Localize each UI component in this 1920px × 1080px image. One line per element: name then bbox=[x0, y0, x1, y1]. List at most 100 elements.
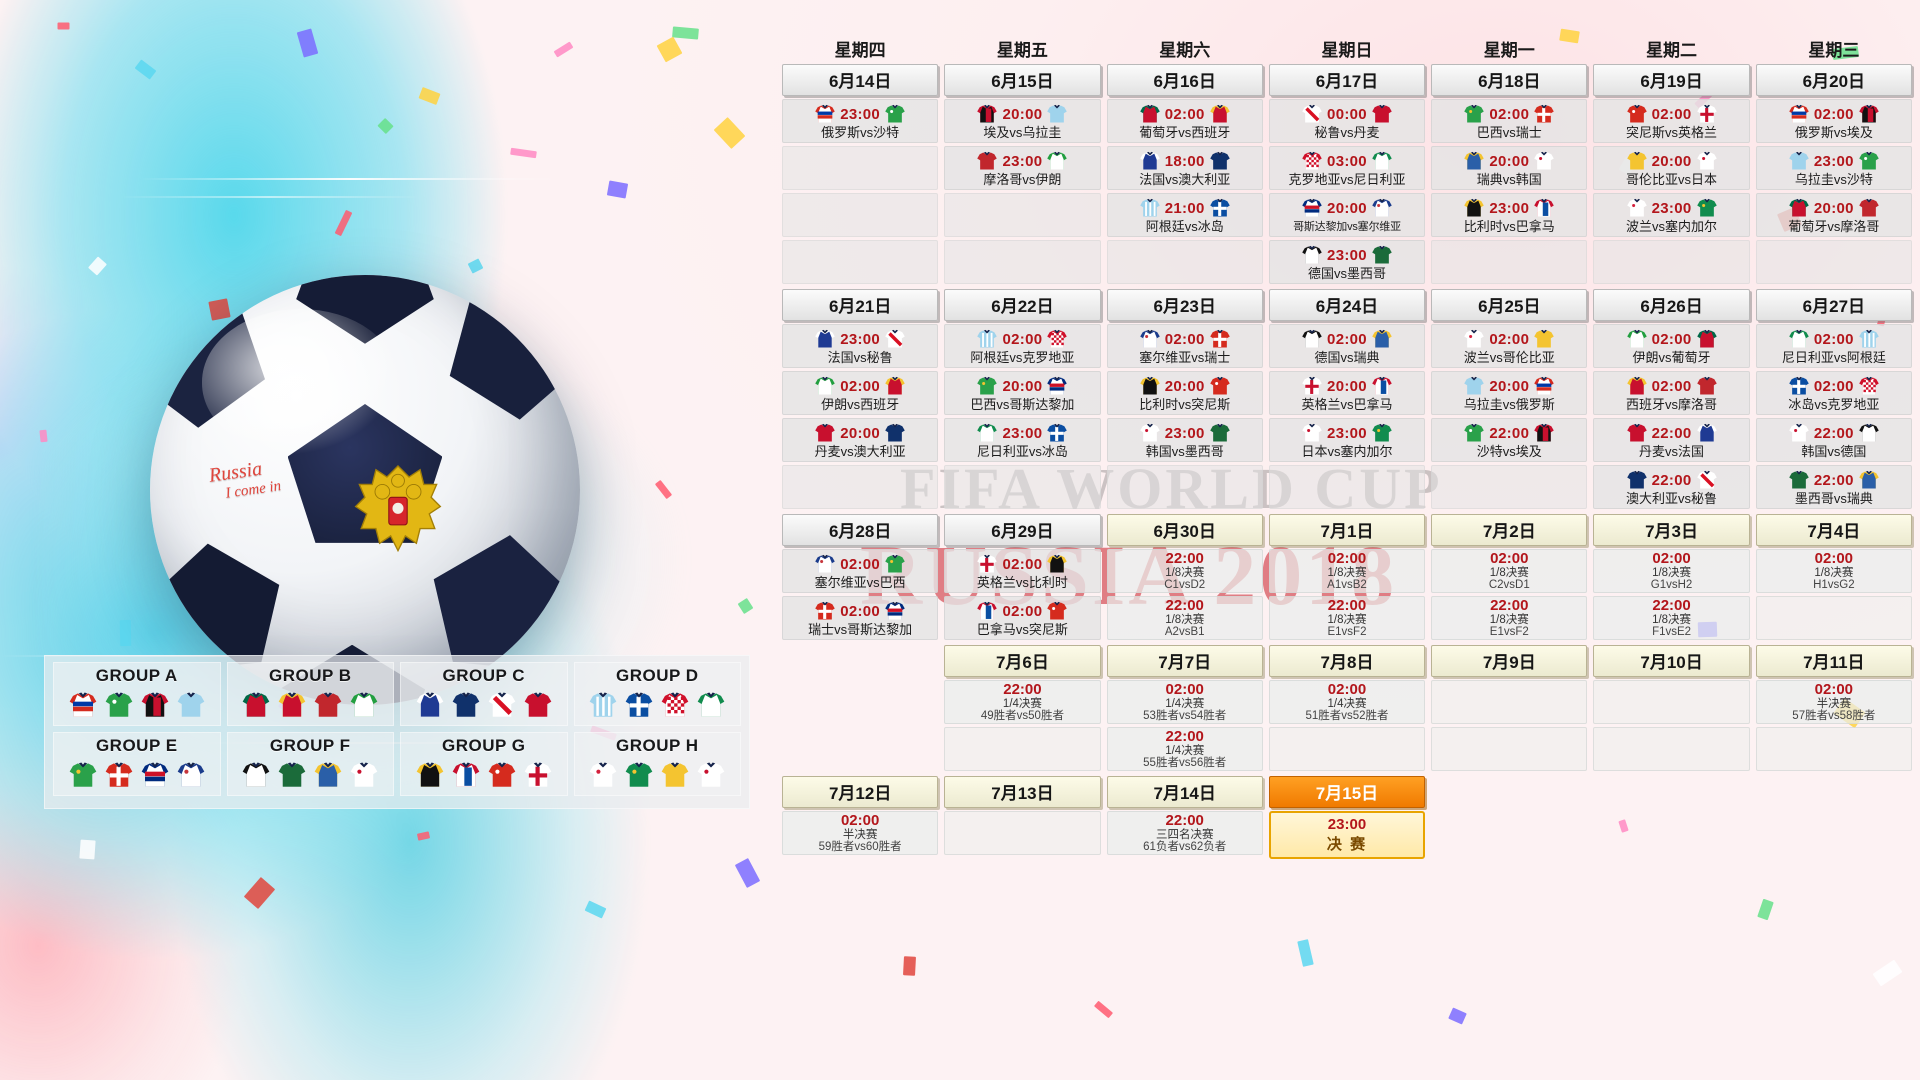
knockout-match-cell[interactable]: 02:00 1/8决赛 G1vsH2 bbox=[1593, 549, 1750, 593]
group-box-group-b[interactable]: GROUP B bbox=[226, 662, 394, 726]
date-header[interactable]: 6月22日 bbox=[944, 289, 1101, 321]
group-box-group-c[interactable]: GROUP C bbox=[400, 662, 568, 726]
date-header[interactable]: 6月23日 bbox=[1106, 289, 1263, 321]
date-header[interactable]: 6月29日 bbox=[944, 514, 1101, 546]
match-cell[interactable]: 20:00 葡萄牙vs摩洛哥 bbox=[1755, 193, 1912, 237]
knockout-match-cell[interactable]: 02:00 1/4决赛 53胜者vs54胜者 bbox=[1106, 680, 1263, 724]
team-jersey-icon[interactable] bbox=[696, 760, 726, 790]
match-cell[interactable]: 02:00 冰岛vs克罗地亚 bbox=[1755, 371, 1912, 415]
match-cell[interactable]: 20:00 英格兰vs巴拿马 bbox=[1268, 371, 1426, 415]
knockout-match-cell[interactable]: 02:00 1/4决赛 51胜者vs52胜者 bbox=[1268, 680, 1426, 724]
team-jersey-icon[interactable] bbox=[104, 690, 134, 720]
date-header[interactable]: 6月24日 bbox=[1268, 289, 1426, 321]
knockout-match-cell[interactable]: 22:00 1/8决赛 F1vsE2 bbox=[1593, 596, 1750, 640]
team-jersey-icon[interactable] bbox=[349, 760, 379, 790]
team-jersey-icon[interactable] bbox=[660, 760, 690, 790]
group-box-group-d[interactable]: GROUP D bbox=[573, 662, 741, 726]
team-jersey-icon[interactable] bbox=[696, 690, 726, 720]
match-cell[interactable]: 23:00 尼日利亚vs冰岛 bbox=[944, 418, 1101, 462]
team-jersey-icon[interactable] bbox=[277, 760, 307, 790]
match-cell[interactable]: 23:00 韩国vs墨西哥 bbox=[1106, 418, 1263, 462]
date-header[interactable]: 6月20日 bbox=[1755, 64, 1912, 96]
date-header[interactable]: 6月16日 bbox=[1106, 64, 1263, 96]
team-jersey-icon[interactable] bbox=[241, 760, 271, 790]
match-cell[interactable]: 02:00 巴西vs瑞士 bbox=[1431, 99, 1588, 143]
knockout-match-cell[interactable]: 22:00 1/8决赛 E1vsF2 bbox=[1431, 596, 1588, 640]
date-header[interactable]: 6月17日 bbox=[1268, 64, 1426, 96]
match-cell[interactable]: 02:00 伊朗vs西班牙 bbox=[782, 371, 939, 415]
team-jersey-icon[interactable] bbox=[176, 690, 206, 720]
team-jersey-icon[interactable] bbox=[104, 760, 134, 790]
match-cell[interactable]: 02:00 西班牙vs摩洛哥 bbox=[1593, 371, 1750, 415]
match-cell[interactable]: 02:00 尼日利亚vs阿根廷 bbox=[1755, 324, 1912, 368]
match-cell[interactable]: 23:00 乌拉圭vs沙特 bbox=[1755, 146, 1912, 190]
match-cell[interactable]: 20:00 巴西vs哥斯达黎加 bbox=[944, 371, 1101, 415]
match-cell[interactable]: 02:00 波兰vs哥伦比亚 bbox=[1431, 324, 1588, 368]
match-cell[interactable]: 22:00 墨西哥vs瑞典 bbox=[1755, 465, 1912, 509]
date-header[interactable]: 7月15日 bbox=[1268, 776, 1426, 808]
match-cell[interactable]: 20:00 乌拉圭vs俄罗斯 bbox=[1431, 371, 1588, 415]
team-jersey-icon[interactable] bbox=[415, 690, 445, 720]
team-jersey-icon[interactable] bbox=[415, 760, 445, 790]
team-jersey-icon[interactable] bbox=[277, 690, 307, 720]
team-jersey-icon[interactable] bbox=[349, 690, 379, 720]
match-cell[interactable]: 02:00 瑞士vs哥斯达黎加 bbox=[782, 596, 939, 640]
team-jersey-icon[interactable] bbox=[487, 690, 517, 720]
match-cell[interactable]: 21:00 阿根廷vs冰岛 bbox=[1106, 193, 1263, 237]
match-cell[interactable]: 20:00 埃及vs乌拉圭 bbox=[944, 99, 1101, 143]
date-header[interactable]: 7月7日 bbox=[1106, 645, 1263, 677]
team-jersey-icon[interactable] bbox=[588, 690, 618, 720]
team-jersey-icon[interactable] bbox=[140, 690, 170, 720]
team-jersey-icon[interactable] bbox=[176, 760, 206, 790]
group-box-group-h[interactable]: GROUP H bbox=[573, 732, 741, 796]
match-cell[interactable]: 22:00 沙特vs埃及 bbox=[1431, 418, 1588, 462]
date-header[interactable]: 7月9日 bbox=[1431, 645, 1588, 677]
match-cell[interactable]: 23:00 日本vs塞内加尔 bbox=[1268, 418, 1426, 462]
team-jersey-icon[interactable] bbox=[523, 760, 553, 790]
knockout-match-cell[interactable]: 22:00 1/8决赛 E1vsF2 bbox=[1268, 596, 1426, 640]
date-header[interactable]: 6月26日 bbox=[1593, 289, 1750, 321]
match-cell[interactable]: 20:00 哥伦比亚vs日本 bbox=[1593, 146, 1750, 190]
team-jersey-icon[interactable] bbox=[68, 690, 98, 720]
match-cell[interactable]: 22:00 澳大利亚vs秘鲁 bbox=[1593, 465, 1750, 509]
date-header[interactable]: 7月14日 bbox=[1106, 776, 1263, 808]
team-jersey-icon[interactable] bbox=[313, 760, 343, 790]
date-header[interactable]: 7月6日 bbox=[944, 645, 1101, 677]
match-cell[interactable]: 02:00 巴拿马vs突尼斯 bbox=[944, 596, 1101, 640]
knockout-match-cell[interactable]: 22:00 1/8决赛 C1vsD2 bbox=[1106, 549, 1263, 593]
match-cell[interactable]: 00:00 秘鲁vs丹麦 bbox=[1268, 99, 1426, 143]
date-header[interactable]: 7月3日 bbox=[1593, 514, 1750, 546]
date-header[interactable]: 7月13日 bbox=[944, 776, 1101, 808]
date-header[interactable]: 7月1日 bbox=[1268, 514, 1426, 546]
match-cell[interactable]: 03:00 克罗地亚vs尼日利亚 bbox=[1268, 146, 1426, 190]
team-jersey-icon[interactable] bbox=[68, 760, 98, 790]
match-cell[interactable]: 23:00 法国vs秘鲁 bbox=[782, 324, 939, 368]
date-header[interactable]: 7月2日 bbox=[1431, 514, 1588, 546]
date-header[interactable]: 7月4日 bbox=[1755, 514, 1912, 546]
team-jersey-icon[interactable] bbox=[624, 690, 654, 720]
knockout-match-cell[interactable]: 22:00 1/4决赛 55胜者vs56胜者 bbox=[1106, 727, 1263, 771]
date-header[interactable]: 6月19日 bbox=[1593, 64, 1750, 96]
date-header[interactable]: 6月14日 bbox=[782, 64, 939, 96]
team-jersey-icon[interactable] bbox=[313, 690, 343, 720]
match-cell[interactable]: 20:00 比利时vs突尼斯 bbox=[1106, 371, 1263, 415]
team-jersey-icon[interactable] bbox=[624, 760, 654, 790]
date-header[interactable]: 6月21日 bbox=[782, 289, 939, 321]
knockout-match-cell[interactable]: 02:00 1/8决赛 H1vsG2 bbox=[1755, 549, 1912, 593]
match-cell[interactable]: 20:00 哥斯达黎加vs塞尔维亚 bbox=[1268, 193, 1426, 237]
match-cell[interactable]: 22:00 韩国vs德国 bbox=[1755, 418, 1912, 462]
team-jersey-icon[interactable] bbox=[451, 760, 481, 790]
match-cell[interactable]: 22:00 丹麦vs法国 bbox=[1593, 418, 1750, 462]
match-cell[interactable]: 02:00 阿根廷vs克罗地亚 bbox=[944, 324, 1101, 368]
knockout-match-cell[interactable]: 02:00 半决赛 59胜者vs60胜者 bbox=[782, 811, 939, 855]
knockout-match-cell[interactable]: 02:00 半决赛 57胜者vs58胜者 bbox=[1755, 680, 1912, 724]
match-cell[interactable]: 02:00 突尼斯vs英格兰 bbox=[1593, 99, 1750, 143]
knockout-match-cell[interactable]: 22:00 1/4决赛 49胜者vs50胜者 bbox=[944, 680, 1101, 724]
date-header[interactable]: 6月30日 bbox=[1106, 514, 1263, 546]
date-header[interactable]: 7月10日 bbox=[1593, 645, 1750, 677]
match-cell[interactable]: 23:00 摩洛哥vs伊朗 bbox=[944, 146, 1101, 190]
date-header[interactable]: 7月8日 bbox=[1268, 645, 1426, 677]
match-cell[interactable]: 23:00 俄罗斯vs沙特 bbox=[782, 99, 939, 143]
group-box-group-e[interactable]: GROUP E bbox=[53, 732, 221, 796]
final-match-cell[interactable]: 23:00 决 赛 bbox=[1268, 811, 1426, 859]
